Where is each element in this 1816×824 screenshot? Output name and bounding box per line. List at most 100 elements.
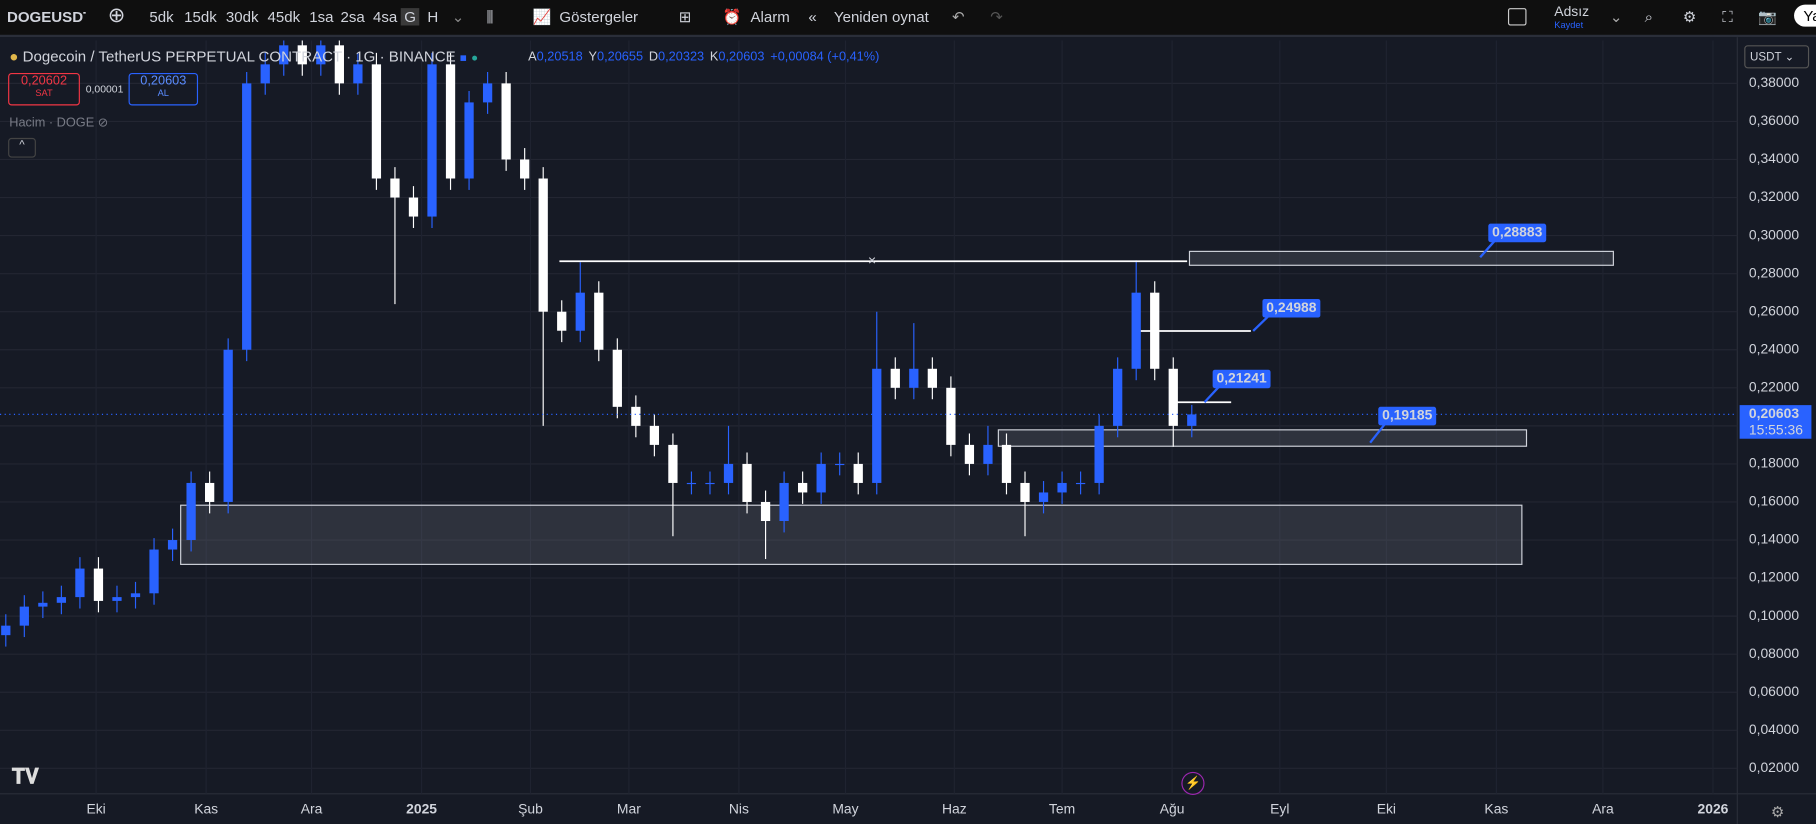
layout-icon[interactable] (1507, 8, 1527, 26)
candle-body (353, 64, 363, 84)
x-tick-label: Tem (1049, 801, 1075, 817)
buy-label: AL (157, 88, 169, 99)
ohlc-value: 0,20655 (596, 49, 644, 64)
y-tick-label: 0,34000 (1749, 150, 1799, 166)
y-tick-label: 0,02000 (1749, 759, 1799, 775)
last-price-tag (1739, 405, 1812, 439)
events[interactable]: ⚡ (1181, 771, 1205, 796)
collapse-legend[interactable]: ^ (8, 137, 36, 158)
save[interactable]: Kaydet (1554, 19, 1584, 31)
x-tick-label: Kas (194, 801, 218, 817)
chart-type[interactable]: ⫼ (486, 8, 494, 26)
candle-body (705, 482, 715, 485)
candle-body (779, 482, 789, 521)
x-tick-label: Eyl (1270, 801, 1289, 817)
candle-body (520, 159, 530, 179)
sell-label: SAT (35, 88, 53, 99)
candle-body (872, 368, 882, 483)
undo[interactable]: ↶ (952, 8, 965, 26)
logo: 𝐓𝐕 (11, 764, 39, 789)
candle-body (1094, 425, 1104, 483)
axis-settings[interactable]: ⚙ (1770, 803, 1785, 821)
callout (1212, 369, 1271, 389)
candle-body (130, 593, 141, 598)
interval[interactable]: 15dk (184, 8, 217, 26)
candle-body (112, 597, 122, 601)
settings[interactable]: ⚙ (1682, 8, 1697, 26)
candle-body (668, 444, 678, 483)
publish[interactable]: Ya (1794, 4, 1816, 27)
candle-body (1057, 482, 1067, 493)
y-tick-label: 0,22000 (1749, 378, 1799, 394)
snapshot[interactable]: 📷 (1758, 8, 1777, 26)
interval[interactable]: G (400, 8, 420, 26)
callout (1378, 406, 1437, 426)
candle-body (557, 311, 567, 331)
candle-body (186, 482, 196, 541)
sell-button[interactable]: 0,20602 SAT (8, 73, 80, 106)
callout (1262, 298, 1321, 318)
candle-body (1113, 368, 1123, 426)
interval[interactable]: 4sa (372, 8, 398, 26)
x-tick-label: Ağu (1160, 801, 1185, 817)
y-tick-label: 0,18000 (1749, 455, 1799, 471)
candle-body (56, 597, 67, 603)
y-tick-label: 0,36000 (1749, 112, 1799, 128)
candle-body (1001, 444, 1012, 483)
candle-body (427, 64, 437, 217)
interval[interactable]: H (427, 8, 439, 26)
interval[interactable]: 45dk (267, 8, 301, 26)
candle-body (575, 292, 585, 331)
candle-body (964, 444, 975, 464)
interval-menu[interactable]: ⌄ (451, 8, 465, 26)
candle-body (1, 625, 11, 636)
candle-body (927, 368, 937, 388)
y-tick-label: 0,08000 (1749, 645, 1799, 661)
buy-button[interactable]: 0,20603 AL (128, 73, 199, 106)
candle-body (501, 83, 511, 160)
fullscreen[interactable]: ⛶ (1722, 8, 1733, 26)
callout-label: 0,28883 (1492, 224, 1542, 240)
candle-body (742, 463, 752, 502)
candle-body (612, 349, 622, 407)
interval[interactable]: 1sa (309, 8, 334, 26)
sell-price: 0,20602 (20, 74, 68, 89)
symbol[interactable]: DOGEUSDT (6, 8, 86, 26)
alarm-icon: ⏰ (722, 8, 742, 26)
candle-body (649, 425, 660, 445)
replay[interactable]: Yeniden oynat (833, 8, 929, 26)
interval[interactable]: 2sa (340, 8, 365, 26)
candle-body (946, 387, 956, 445)
y-tick-label: 0,26000 (1749, 302, 1799, 318)
candle-body (797, 482, 808, 493)
layout-menu[interactable]: ⌄ (1609, 8, 1623, 26)
candle-body (75, 568, 85, 598)
x-tick-label: Ara (301, 801, 323, 817)
candle-body (445, 64, 456, 179)
candle-body (686, 482, 697, 485)
layout-name[interactable]: Adsız (1554, 3, 1590, 20)
ohlc-value: 0,20518 (536, 49, 583, 64)
interval[interactable]: 30dk (225, 8, 259, 26)
indicators[interactable]: Göstergeler (559, 8, 639, 26)
candle-body (853, 463, 863, 483)
candle-body (1187, 414, 1197, 426)
trendline-marker: × (868, 252, 876, 268)
x-tick-label: Ara (1592, 801, 1614, 817)
candle-body (890, 368, 900, 388)
add-symbol[interactable]: ⊕ (107, 3, 126, 27)
currency-select[interactable]: USDT ⌄ (1744, 45, 1810, 69)
y-tick-label: 0,06000 (1749, 683, 1799, 699)
y-tick-label: 0,14000 (1749, 531, 1799, 547)
alarm[interactable]: Alarm (750, 8, 790, 26)
zone (997, 429, 1528, 447)
callout-label: 0,21241 (1216, 370, 1266, 386)
search-icon[interactable]: ⌕ (1644, 8, 1654, 26)
ohlc-legend: A0,20518 Y0,20655 D0,20323 K0,20603 +0,00084… (528, 50, 879, 64)
candle-body (38, 602, 48, 607)
candle-body (408, 197, 419, 217)
templates[interactable]: ⊞ (678, 8, 692, 26)
redo[interactable]: ↷ (990, 8, 1003, 26)
interval[interactable]: 5dk (149, 8, 174, 26)
